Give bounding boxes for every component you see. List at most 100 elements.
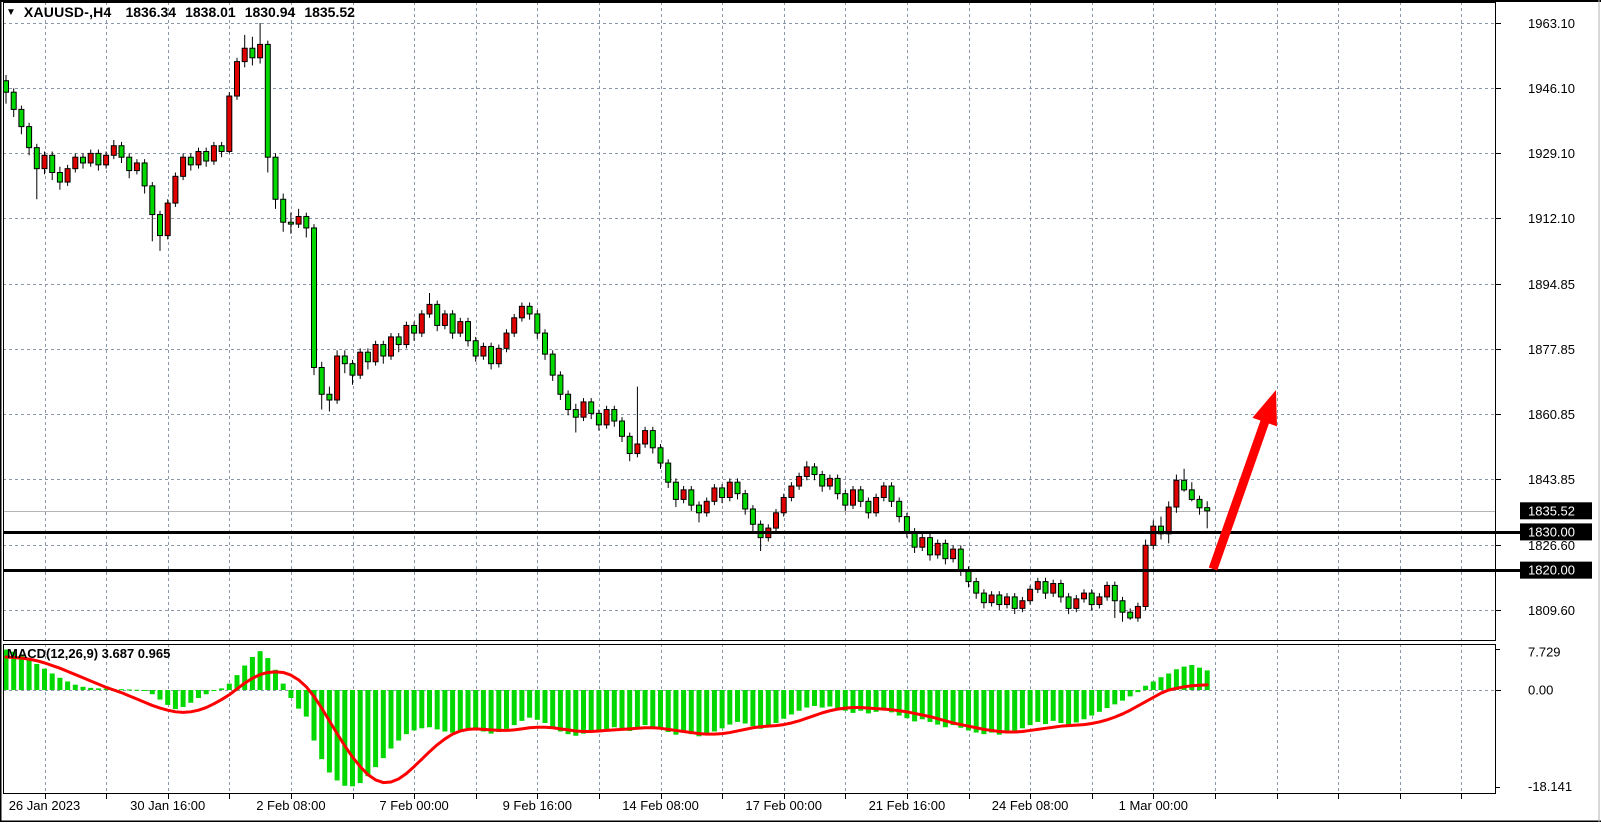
candle-body: [64, 168, 71, 183]
macd-histogram-bar: [996, 690, 1002, 735]
macd-histogram-bar: [180, 690, 186, 708]
time-axis[interactable]: [0, 795, 1601, 819]
candle-body: [141, 162, 148, 187]
candle-body: [1011, 596, 1018, 609]
candle-body: [903, 516, 910, 533]
candle-body: [72, 156, 79, 170]
candle-body: [518, 305, 525, 319]
macd-histogram-bar: [804, 690, 810, 708]
macd-histogram-bar: [119, 689, 124, 691]
macd-histogram-bar: [781, 690, 787, 719]
macd-histogram-bar: [611, 690, 617, 728]
ohlc-high: 1838.01: [185, 4, 236, 20]
candle-body: [1042, 581, 1049, 594]
macd-histogram-bar: [989, 690, 995, 733]
price-axis-label: 1929.10: [1528, 146, 1575, 161]
macd-histogram-bar: [981, 690, 987, 735]
macd-histogram-bar: [72, 684, 78, 690]
candle-body: [595, 412, 602, 426]
candle-body: [850, 489, 856, 506]
time-axis-label: 30 Jan 16:00: [130, 798, 205, 813]
macd-histogram-bar: [889, 690, 894, 713]
candle-body: [642, 430, 649, 445]
macd-histogram-bar: [1189, 664, 1195, 690]
macd-axis-label: -18.141: [1528, 779, 1572, 794]
candle-body: [218, 145, 225, 152]
macd-histogram-bar: [873, 690, 879, 712]
macd-histogram-bar: [211, 690, 217, 692]
candle-body: [326, 393, 333, 401]
macd-histogram-bar: [480, 690, 486, 732]
frame-layer: [3, 2, 1496, 794]
macd-histogram-bar: [581, 690, 586, 734]
macd-histogram-bar: [1120, 690, 1125, 701]
candle-body: [703, 500, 710, 514]
candle-body: [103, 154, 110, 166]
macd-histogram-bar: [403, 690, 409, 735]
macd-histogram-bar: [296, 690, 302, 709]
macd-histogram-bar: [11, 651, 17, 690]
candle-body: [287, 221, 294, 225]
symbol-period-label: XAUUSD-,H4: [23, 4, 112, 20]
candle-body: [1127, 611, 1134, 619]
macd-histogram-bar: [1204, 670, 1210, 690]
macd-histogram-bar: [465, 690, 471, 729]
macd-histogram-bar: [865, 690, 871, 714]
candle-body: [927, 537, 933, 556]
macd-histogram-bar: [280, 683, 286, 690]
trend-arrow-head[interactable]: [1252, 390, 1277, 427]
macd-histogram-bar: [1043, 690, 1048, 725]
level-price-label-box: [1520, 561, 1592, 579]
candle-body: [1034, 581, 1041, 590]
candle-body: [10, 91, 17, 110]
candle-body: [580, 401, 587, 418]
macd-histogram-bar: [812, 690, 817, 706]
price-axis[interactable]: [1497, 2, 1601, 794]
candle-body: [1134, 605, 1141, 619]
macd-histogram-bar: [673, 690, 679, 735]
candle-body: [803, 466, 810, 477]
macd-histogram-bar: [1181, 666, 1187, 690]
macd-histogram-bar: [1135, 690, 1141, 693]
candle-body: [842, 493, 849, 506]
macd-histogram: [3, 649, 1210, 787]
macd-histogram-bar: [18, 654, 24, 690]
macd-histogram-bar: [265, 658, 271, 690]
macd-histogram-bar: [565, 690, 571, 735]
candle-body: [303, 215, 310, 229]
macd-histogram-bar: [1173, 669, 1179, 690]
macd-histogram-bar: [1073, 690, 1079, 723]
macd-histogram-bar: [442, 690, 448, 732]
macd-histogram-bar: [1004, 690, 1010, 734]
candle-body: [973, 581, 980, 594]
candle-body: [919, 537, 926, 548]
candle-body: [742, 493, 749, 510]
macd-histogram-bar: [342, 690, 348, 786]
candle-body: [249, 47, 256, 59]
time-axis-label: 24 Feb 08:00: [992, 798, 1069, 813]
macd-histogram-bar: [188, 690, 194, 703]
macd-histogram-bar: [1012, 690, 1018, 731]
candle-body: [1196, 498, 1203, 509]
candle-body: [334, 355, 341, 401]
macd-histogram-bar: [550, 690, 556, 728]
price-axis-label: 1963.10: [1528, 16, 1575, 31]
candle-body: [1096, 596, 1103, 606]
macd-histogram-bar: [665, 690, 671, 733]
macd-histogram-bar: [1089, 690, 1095, 716]
candle-body: [880, 485, 887, 498]
candle-body: [665, 462, 672, 483]
macd-histogram-bar: [719, 690, 725, 729]
candle-body: [719, 487, 726, 498]
symbol-dropdown-icon[interactable]: ▼: [6, 6, 16, 18]
macd-histogram-bar: [388, 690, 394, 749]
candle-body: [811, 466, 818, 476]
candle-body: [696, 504, 702, 514]
trend-arrow-shaft[interactable]: [1208, 414, 1271, 571]
candle-body: [318, 366, 325, 395]
macd-histogram-bar: [1143, 685, 1149, 690]
macd-histogram-bar: [172, 690, 178, 710]
candle-body: [80, 156, 86, 164]
macd-histogram-bar: [126, 689, 132, 691]
candle-body: [711, 487, 718, 502]
